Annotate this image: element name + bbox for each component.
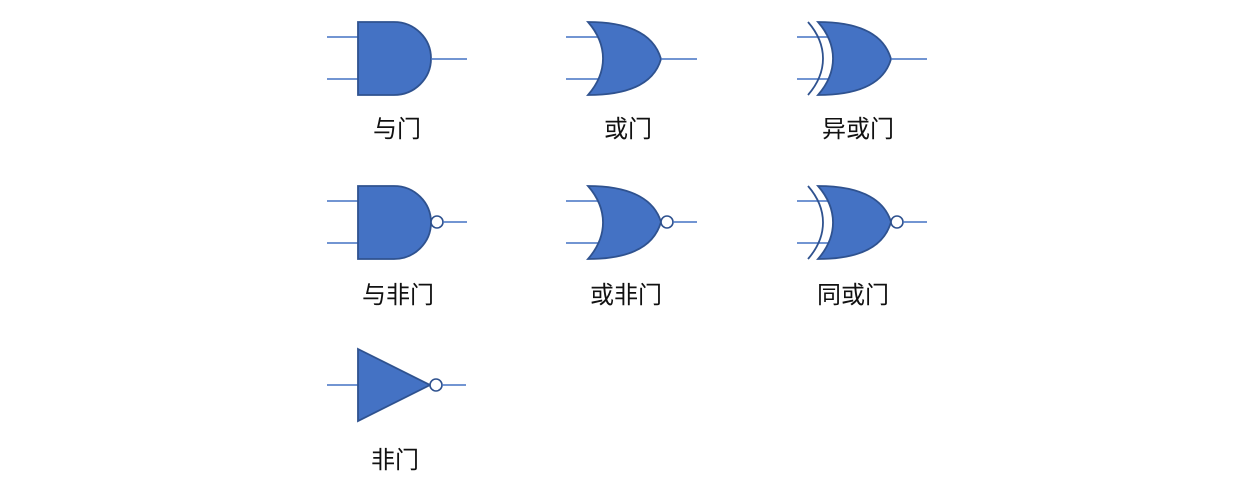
xnor-gate-symbol [797,185,927,260]
xor-gate-symbol [797,21,927,96]
xnor-gate-label: 同或门 [817,281,889,309]
not-gate-label: 非门 [371,446,419,474]
nor-gate-label: 或非门 [590,281,662,309]
xor-gate-label: 异或门 [822,115,894,143]
and-gate-symbol [327,21,467,96]
or-gate-symbol [566,21,697,96]
nand-gate-label: 与非门 [362,281,434,309]
not-gate-symbol [327,347,466,423]
nor-gate-symbol [566,185,697,260]
or-gate-label: 或门 [604,115,652,143]
and-gate-label: 与门 [373,115,421,143]
nand-gate-symbol [327,185,467,260]
